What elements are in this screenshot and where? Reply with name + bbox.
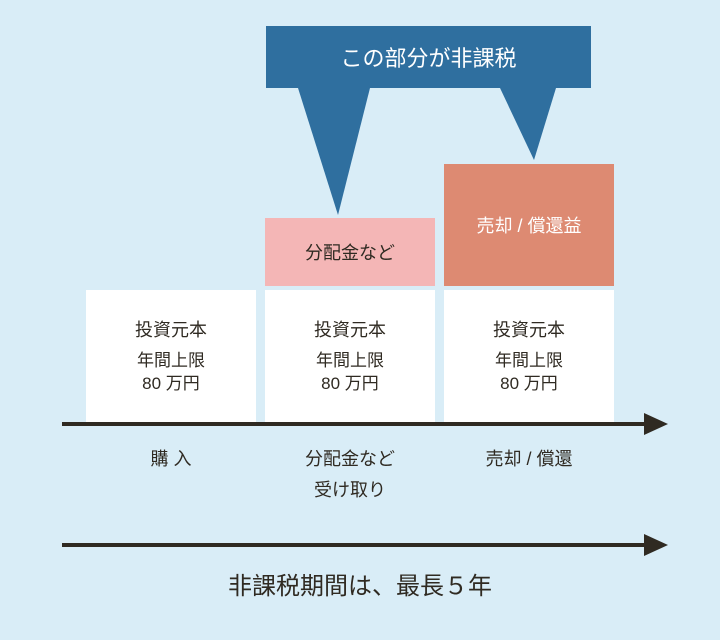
stage-label-1: 分配金など 受け取り: [260, 444, 440, 505]
base-subtitle-0: 年間上限 80 万円: [137, 350, 205, 396]
timeline-arrow-bottom-head: [644, 534, 668, 556]
base-block-0: 投資元本年間上限 80 万円: [86, 290, 256, 422]
callout-box: この部分が非課税: [266, 26, 591, 88]
stack-label-2-0: 売却 / 償還益: [476, 212, 581, 238]
stage-label-2: 売却 / 償還: [439, 444, 619, 475]
base-subtitle-2: 年間上限 80 万円: [495, 350, 563, 396]
stack-block-2-0: 売却 / 償還益: [444, 164, 614, 286]
base-subtitle-1: 年間上限 80 万円: [316, 350, 384, 396]
callout-pointer-1: [298, 88, 370, 215]
stack-label-1-0: 分配金など: [305, 239, 395, 265]
callout-pointer-2: [500, 88, 556, 160]
base-title-1: 投資元本: [314, 316, 386, 342]
base-block-2: 投資元本年間上限 80 万円: [444, 290, 614, 422]
base-block-1: 投資元本年間上限 80 万円: [265, 290, 435, 422]
stage-label-0: 購 入: [81, 444, 261, 475]
stack-block-1-0: 分配金など: [265, 218, 435, 286]
timeline-arrow-bottom-line: [62, 543, 646, 547]
bottom-caption: 非課税期間は、最長５年: [0, 566, 720, 601]
base-title-0: 投資元本: [135, 316, 207, 342]
timeline-arrow-top-head: [644, 413, 668, 435]
timeline-arrow-top-line: [62, 422, 646, 426]
base-title-2: 投資元本: [493, 316, 565, 342]
